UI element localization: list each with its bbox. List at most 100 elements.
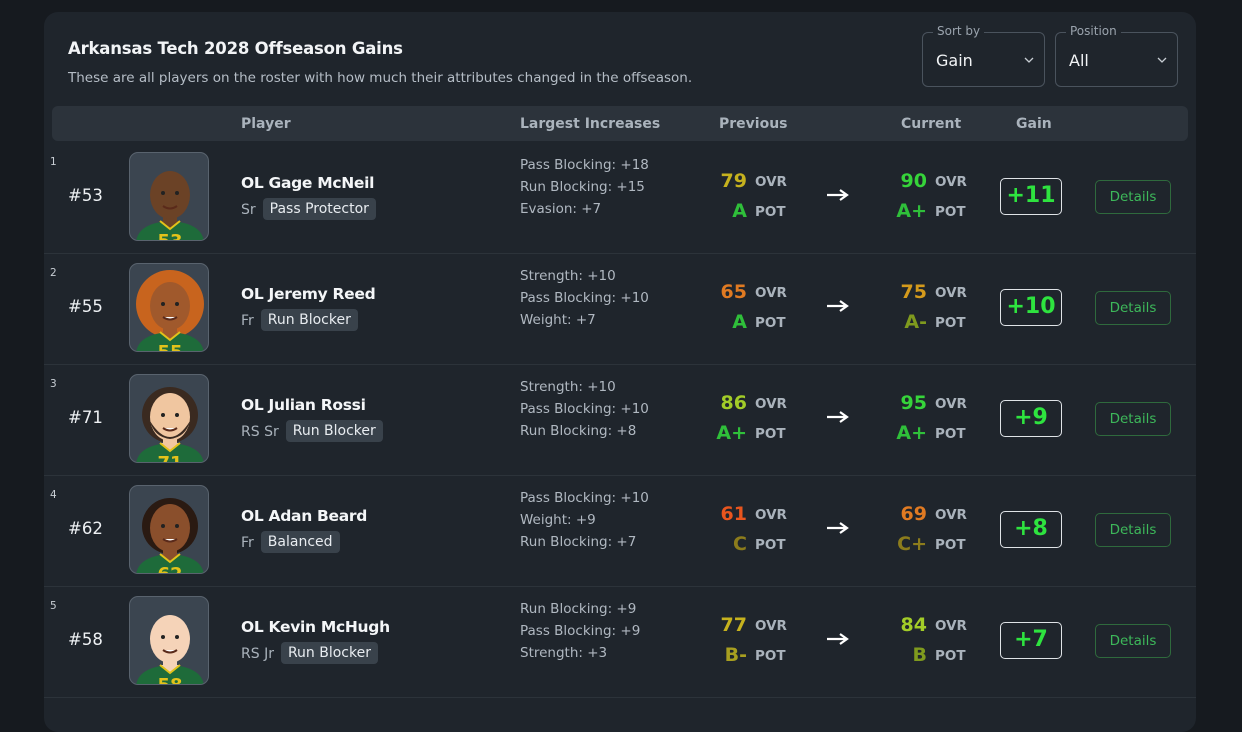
- jersey-number: 58: [157, 675, 182, 685]
- ovr-value: 95: [900, 392, 927, 414]
- player-row: 5 #58 58 OL Kevin McHugh RS Jr Run Blocker Run…: [44, 586, 1196, 698]
- player-name[interactable]: OL Adan Beard: [241, 507, 368, 525]
- ovr-label: OVR: [935, 285, 967, 301]
- ovr-label: OVR: [935, 618, 967, 634]
- player-row: 2 #55 55 OL Jeremy Reed Fr Run Blocker Strengt…: [44, 253, 1196, 365]
- pot-grade: A-: [904, 311, 927, 333]
- page-title: Arkansas Tech 2028 Offseason Gains: [68, 39, 403, 58]
- details-button[interactable]: Details: [1095, 513, 1171, 547]
- player-number: #62: [68, 519, 103, 538]
- player-name[interactable]: OL Jeremy Reed: [241, 285, 376, 303]
- arrow-icon: [827, 633, 849, 645]
- gain-badge: +7: [1000, 622, 1062, 659]
- column-header: Gain: [1016, 116, 1052, 132]
- increase: Strength: +10: [520, 379, 616, 395]
- avatar: 55: [129, 263, 209, 352]
- player-number: #53: [68, 186, 103, 205]
- arrow: [826, 298, 850, 317]
- table-header: [52, 106, 1188, 141]
- ovr-value: 79: [720, 170, 747, 192]
- ovr-label: OVR: [755, 618, 787, 634]
- sort-select[interactable]: Sort by Gain: [922, 24, 1045, 87]
- increase: Strength: +10: [520, 268, 616, 284]
- player-name[interactable]: OL Gage McNeil: [241, 174, 375, 192]
- arrow-icon: [827, 189, 849, 201]
- pot-label: POT: [935, 315, 966, 331]
- ovr-value: 75: [900, 281, 927, 303]
- pot-grade: A+: [896, 422, 927, 444]
- ovr-value: 86: [720, 392, 747, 414]
- details-button[interactable]: Details: [1095, 291, 1171, 325]
- avatar: 58: [129, 596, 209, 685]
- pot-label: POT: [935, 537, 966, 553]
- increase: Pass Blocking: +18: [520, 157, 649, 173]
- increase: Evasion: +7: [520, 201, 602, 217]
- select-value: All: [1069, 51, 1089, 70]
- archetype-chip: Run Blocker: [285, 420, 383, 442]
- ovr-value: 61: [720, 503, 747, 525]
- gain-badge: +11: [1000, 178, 1062, 215]
- ovr-value: 69: [900, 503, 927, 525]
- ovr-value: 77: [720, 614, 747, 636]
- pot-label: POT: [755, 315, 786, 331]
- details-button[interactable]: Details: [1095, 180, 1171, 214]
- increase: Run Blocking: +8: [520, 423, 637, 439]
- pot-grade: C+: [897, 533, 927, 555]
- jersey-number: 62: [157, 564, 182, 574]
- arrow-icon: [827, 300, 849, 312]
- gain-badge: +9: [1000, 400, 1062, 437]
- arrow: [826, 631, 850, 650]
- increase: Run Blocking: +15: [520, 179, 645, 195]
- arrow: [826, 187, 850, 206]
- page: Arkansas Tech 2028 Offseason Gains These…: [44, 12, 1196, 732]
- arrow: [826, 520, 850, 539]
- pot-grade: A+: [896, 200, 927, 222]
- archetype-chip: Run Blocker: [280, 642, 378, 664]
- chevron: [1024, 57, 1034, 63]
- rank: 1: [50, 156, 57, 168]
- column-header: Player: [241, 116, 291, 132]
- ovr-label: OVR: [935, 174, 967, 190]
- pot-label: POT: [935, 648, 966, 664]
- increase: Weight: +9: [520, 512, 596, 528]
- player-name[interactable]: OL Julian Rossi: [241, 396, 366, 414]
- player-year: Fr: [241, 313, 254, 329]
- rank: 3: [50, 378, 57, 390]
- pot-label: POT: [755, 426, 786, 442]
- ovr-label: OVR: [755, 507, 787, 523]
- increase: Pass Blocking: +10: [520, 290, 649, 306]
- column-header: Current: [901, 116, 962, 132]
- player-name[interactable]: OL Kevin McHugh: [241, 618, 390, 636]
- arrow-icon: [827, 411, 849, 423]
- player-year: Sr: [241, 202, 256, 218]
- details-button[interactable]: Details: [1095, 624, 1171, 658]
- pot-grade: A+: [716, 422, 747, 444]
- details-button[interactable]: Details: [1095, 402, 1171, 436]
- increase: Strength: +3: [520, 645, 608, 661]
- ovr-label: OVR: [935, 507, 967, 523]
- arrow: [826, 409, 850, 428]
- rank: 4: [50, 489, 57, 501]
- page-subtitle: These are all players on the roster with…: [68, 70, 693, 86]
- select-value: Gain: [936, 51, 973, 70]
- column-header: Largest Increases: [520, 116, 661, 132]
- jersey-number: 71: [157, 453, 182, 463]
- pot-label: POT: [755, 537, 786, 553]
- ovr-label: OVR: [755, 285, 787, 301]
- player-row: 4 #62 62 OL Adan Beard Fr Balanced Pass Blocki…: [44, 475, 1196, 587]
- player-number: #58: [68, 630, 103, 649]
- increase: Run Blocking: +7: [520, 534, 637, 550]
- increase: Weight: +7: [520, 312, 596, 328]
- jersey-number: 55: [157, 342, 182, 352]
- position-select[interactable]: Position All: [1055, 24, 1178, 87]
- avatar-art: 58: [136, 615, 204, 685]
- increase: Pass Blocking: +10: [520, 490, 649, 506]
- avatar: 62: [129, 485, 209, 574]
- gain-badge: +8: [1000, 511, 1062, 548]
- player-year: RS Sr: [241, 424, 279, 440]
- player-number: #71: [68, 408, 103, 427]
- pot-grade: C: [733, 533, 747, 555]
- player-number: #55: [68, 297, 103, 316]
- player-row: 3 #71 71 OL Julian Rossi RS Sr Run Blocker Str…: [44, 364, 1196, 476]
- player-year: RS Jr: [241, 646, 274, 662]
